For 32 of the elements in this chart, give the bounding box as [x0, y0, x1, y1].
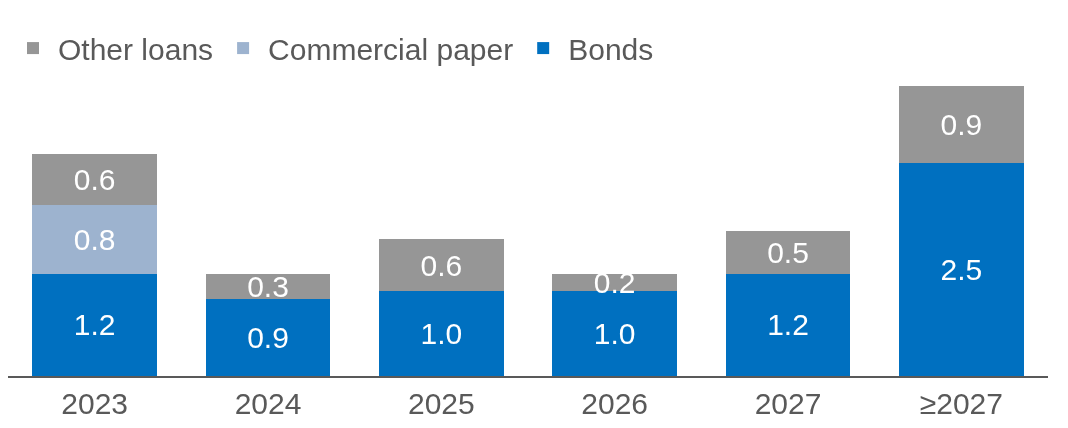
data-label: 2.5 — [940, 252, 983, 286]
bar — [32, 154, 158, 206]
data-label: 0.3 — [247, 269, 289, 303]
data-label: 0.5 — [767, 235, 809, 269]
bar — [378, 290, 504, 376]
data-label: 0.8 — [73, 222, 116, 256]
legend-label: Commercial paper — [268, 32, 514, 66]
data-label: 1.2 — [73, 308, 116, 342]
bar — [725, 273, 851, 376]
x-tick-label: 2023 — [61, 386, 129, 420]
bar — [378, 239, 504, 291]
data-label: 0.2 — [593, 265, 636, 299]
bar — [898, 85, 1024, 163]
bar — [32, 273, 158, 376]
bar — [898, 162, 1024, 376]
data-label: 0.9 — [940, 107, 983, 141]
x-tick-label: 2027 — [754, 386, 822, 420]
legend-label: Bonds — [568, 32, 654, 66]
x-tick-label: 2024 — [234, 386, 302, 420]
x-tick-label: 2025 — [407, 386, 475, 420]
x-tick-label: 2026 — [581, 386, 649, 420]
data-label: 1.2 — [767, 308, 809, 342]
data-label: 1.0 — [420, 316, 463, 350]
bar — [32, 205, 158, 274]
bar — [205, 299, 331, 376]
data-label: 0.6 — [420, 248, 463, 282]
data-label: 0.9 — [247, 321, 289, 355]
legend-label: Other loans — [58, 32, 214, 66]
data-label: 1.0 — [593, 316, 636, 350]
x-tick-label: ≥2027 — [919, 386, 1003, 420]
data-label: 0.6 — [73, 163, 116, 197]
bar — [725, 230, 851, 274]
